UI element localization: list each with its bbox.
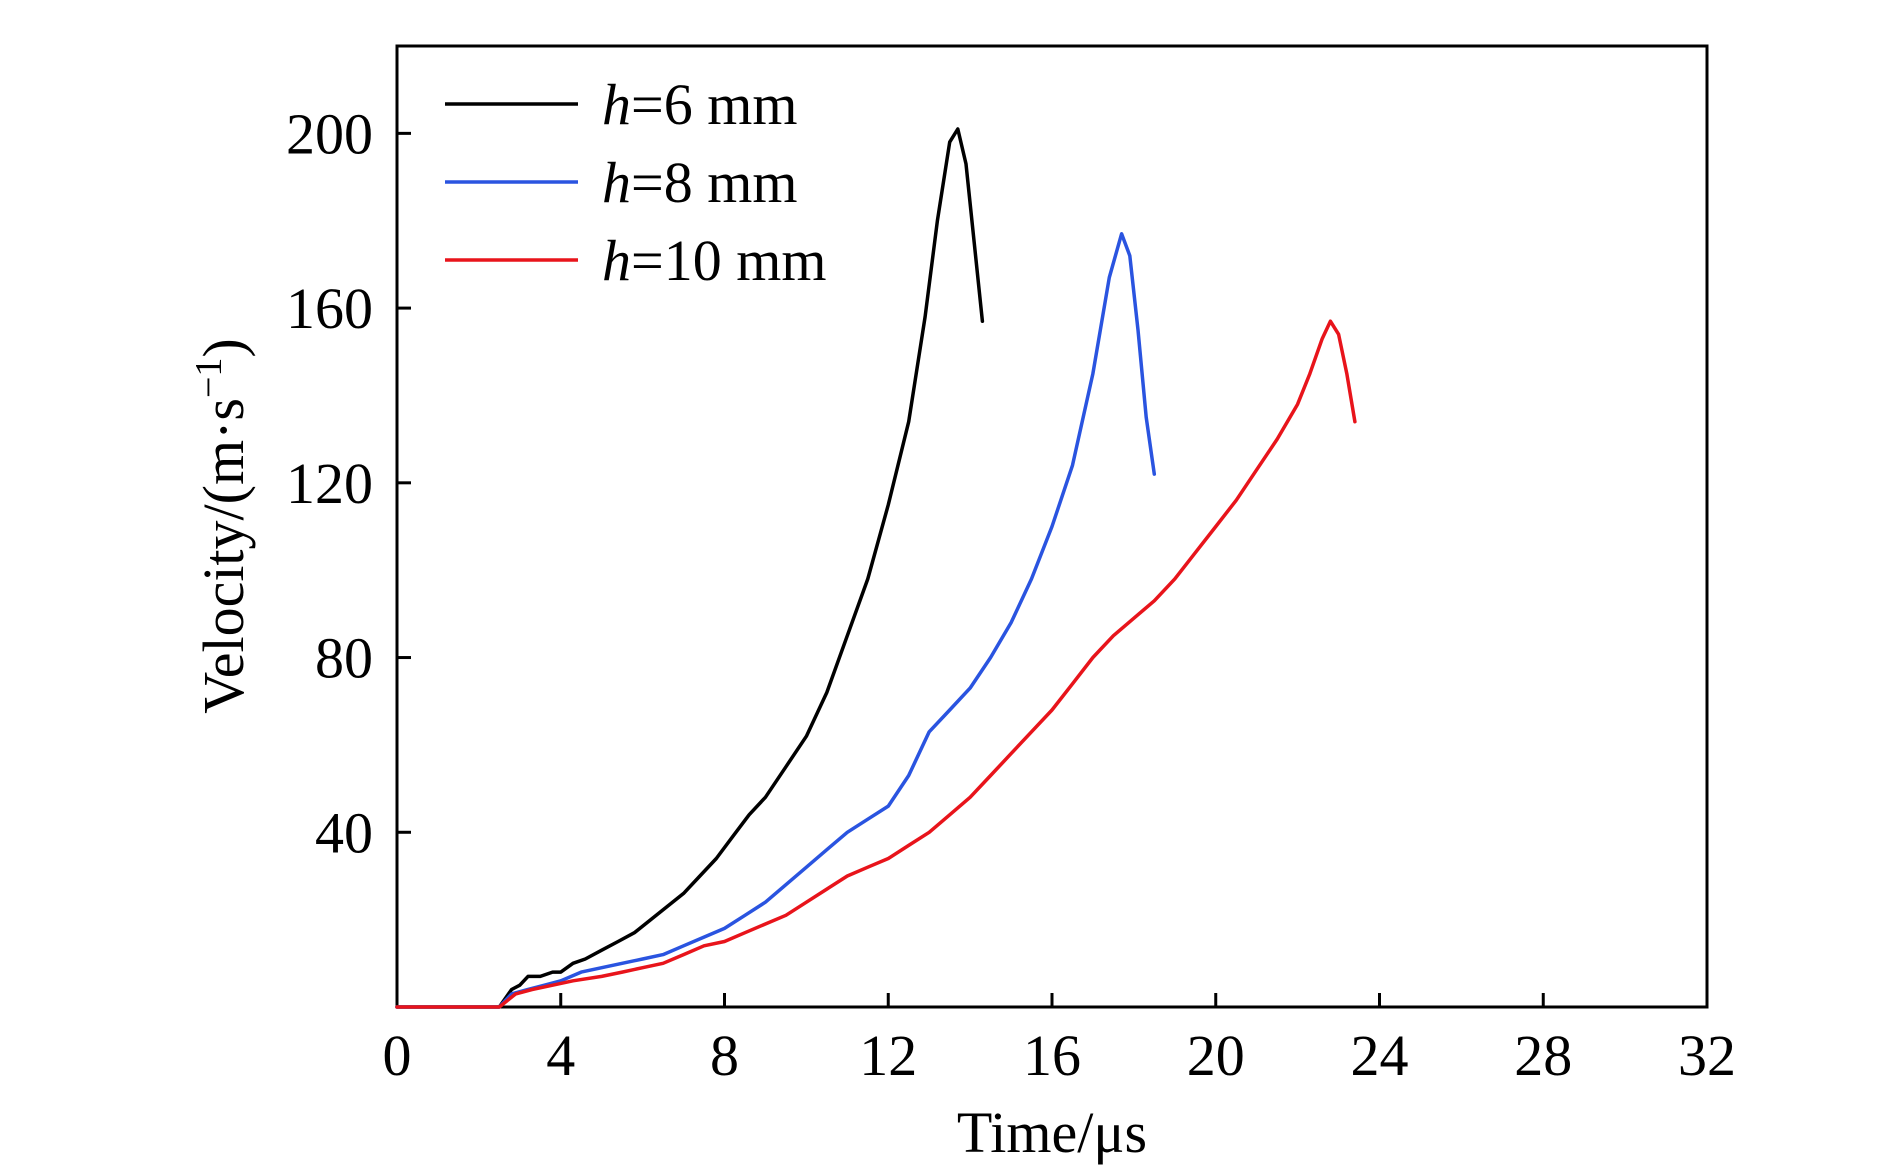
legend-label: h=10 mm [602, 228, 826, 293]
x-tick-label: 28 [1514, 1023, 1572, 1088]
x-axis-title: Time/μs [957, 1100, 1147, 1165]
y-axis-title-main: Velocity/(m·s [191, 398, 256, 714]
axis-ticks [395, 131, 1709, 1007]
x-tick-label: 0 [383, 1023, 412, 1088]
x-tick-label: 32 [1678, 1023, 1736, 1088]
y-axis-title-sup: −1 [188, 358, 230, 398]
series-line-3 [395, 319, 1357, 1009]
y-tick-label: 200 [286, 101, 373, 166]
legend-label-rest: =8 mm [631, 150, 797, 215]
y-axis-title: Velocity/(m·s−1) [188, 338, 256, 713]
legend-label-var: h [602, 72, 631, 137]
legend-label-rest: =10 mm [631, 228, 826, 293]
legend-label-var: h [602, 150, 631, 215]
legend-label-var: h [602, 228, 631, 293]
y-tick-label: 80 [315, 626, 373, 691]
x-tick-label: 12 [859, 1023, 917, 1088]
x-tick-label: 8 [710, 1023, 739, 1088]
axis-tick-labels: 0 4 8 12 16 20 24 28 32 40 80 120 160 200 [286, 101, 1736, 1088]
legend-label: h=6 mm [602, 72, 797, 137]
y-tick-label: 160 [286, 276, 373, 341]
x-tick-label: 20 [1187, 1023, 1245, 1088]
y-tick-label: 40 [315, 800, 373, 865]
series-line-2 [395, 232, 1157, 1009]
legend: h=6 mmh=8 mmh=10 mm [445, 72, 826, 293]
legend-label: h=8 mm [602, 150, 797, 215]
y-tick-label: 120 [286, 451, 373, 516]
legend-label-rest: =6 mm [631, 72, 797, 137]
x-tick-label: 24 [1351, 1023, 1409, 1088]
x-tick-label: 4 [546, 1023, 575, 1088]
y-axis-title-close: ) [191, 338, 256, 357]
series-lines [395, 127, 1357, 1009]
series-line-1 [395, 127, 985, 1009]
x-tick-label: 16 [1023, 1023, 1081, 1088]
